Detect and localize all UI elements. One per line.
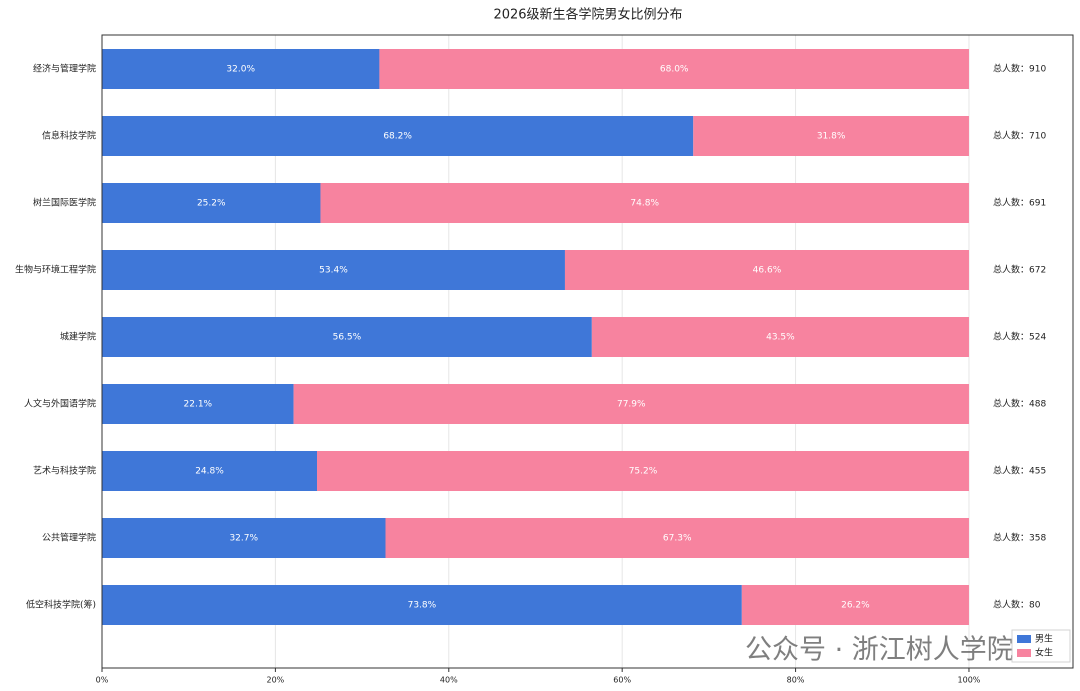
bar-segment xyxy=(102,585,742,625)
y-tick-label: 公共管理学院 xyxy=(42,532,96,544)
value-label: 46.6% xyxy=(753,266,782,276)
value-label: 68.2% xyxy=(383,132,412,142)
y-tick-label: 经济与管理学院 xyxy=(33,63,96,75)
x-tick-label: 60% xyxy=(613,676,631,685)
bar-segment xyxy=(102,183,321,223)
bar-segment xyxy=(379,49,969,89)
plot-frame xyxy=(101,34,1074,669)
value-label: 77.9% xyxy=(617,400,646,410)
value-label: 56.5% xyxy=(333,333,362,343)
y-tick-label: 城建学院 xyxy=(60,331,96,343)
bar-segment xyxy=(320,183,969,223)
bar-segment xyxy=(102,49,380,89)
y-tick-label: 人文与外国语学院 xyxy=(24,398,96,410)
value-label: 68.0% xyxy=(660,65,689,75)
bar-segment xyxy=(102,518,386,558)
bar-segment xyxy=(293,384,969,424)
value-label: 67.3% xyxy=(663,534,692,544)
legend-swatch xyxy=(1017,649,1031,657)
x-tick-label: 80% xyxy=(787,676,805,685)
bar-segment xyxy=(385,518,969,558)
value-label: 74.8% xyxy=(630,199,659,209)
watermark: 公众号 · 浙江树人学院 xyxy=(745,635,1014,666)
value-label: 32.7% xyxy=(229,534,258,544)
total-label: 总人数：488 xyxy=(993,398,1046,410)
bar-segment xyxy=(102,250,565,290)
bar-segment xyxy=(741,585,969,625)
bar-segment xyxy=(317,451,969,491)
value-label: 25.2% xyxy=(197,199,226,209)
value-label: 24.8% xyxy=(195,467,224,477)
x-tick-label: 100% xyxy=(958,676,981,685)
value-label: 75.2% xyxy=(629,467,658,477)
total-label: 总人数：672 xyxy=(993,264,1046,276)
y-tick-label: 生物与环境工程学院 xyxy=(15,264,96,276)
value-label: 73.8% xyxy=(408,601,437,611)
total-label: 总人数：455 xyxy=(993,465,1046,477)
value-label: 26.2% xyxy=(841,601,870,611)
bar-segment xyxy=(564,250,969,290)
value-label: 22.1% xyxy=(184,400,213,410)
bar-segment xyxy=(102,116,694,156)
y-tick-label: 树兰国际医学院 xyxy=(33,197,96,209)
total-label: 总人数：524 xyxy=(993,331,1046,343)
bar-segment xyxy=(693,116,969,156)
value-label: 43.5% xyxy=(766,333,795,343)
x-tick-label: 0% xyxy=(96,676,109,685)
value-label: 31.8% xyxy=(817,132,846,142)
y-tick-label: 信息科技学院 xyxy=(42,130,96,142)
chart-title: 2026级新生各学院男女比例分布 xyxy=(493,7,682,23)
total-label: 总人数：910 xyxy=(993,63,1046,75)
bar-segment xyxy=(591,317,969,357)
value-label: 32.0% xyxy=(226,65,255,75)
bar-segment xyxy=(102,384,294,424)
legend-swatch xyxy=(1017,635,1031,643)
value-label: 53.4% xyxy=(319,266,348,276)
bar-segment xyxy=(102,317,592,357)
x-tick-label: 20% xyxy=(267,676,285,685)
x-tick-label: 40% xyxy=(440,676,458,685)
bar-segment xyxy=(102,451,318,491)
total-label: 总人数：691 xyxy=(993,197,1046,209)
total-label: 总人数：710 xyxy=(993,130,1046,142)
y-tick-label: 艺术与科技学院 xyxy=(33,465,96,477)
y-tick-label: 低空科技学院(筹) xyxy=(26,599,96,611)
total-label: 总人数：358 xyxy=(993,532,1046,544)
legend-label: 男生 xyxy=(1035,633,1053,645)
legend-label: 女生 xyxy=(1035,647,1053,659)
total-label: 总人数：80 xyxy=(993,599,1041,611)
